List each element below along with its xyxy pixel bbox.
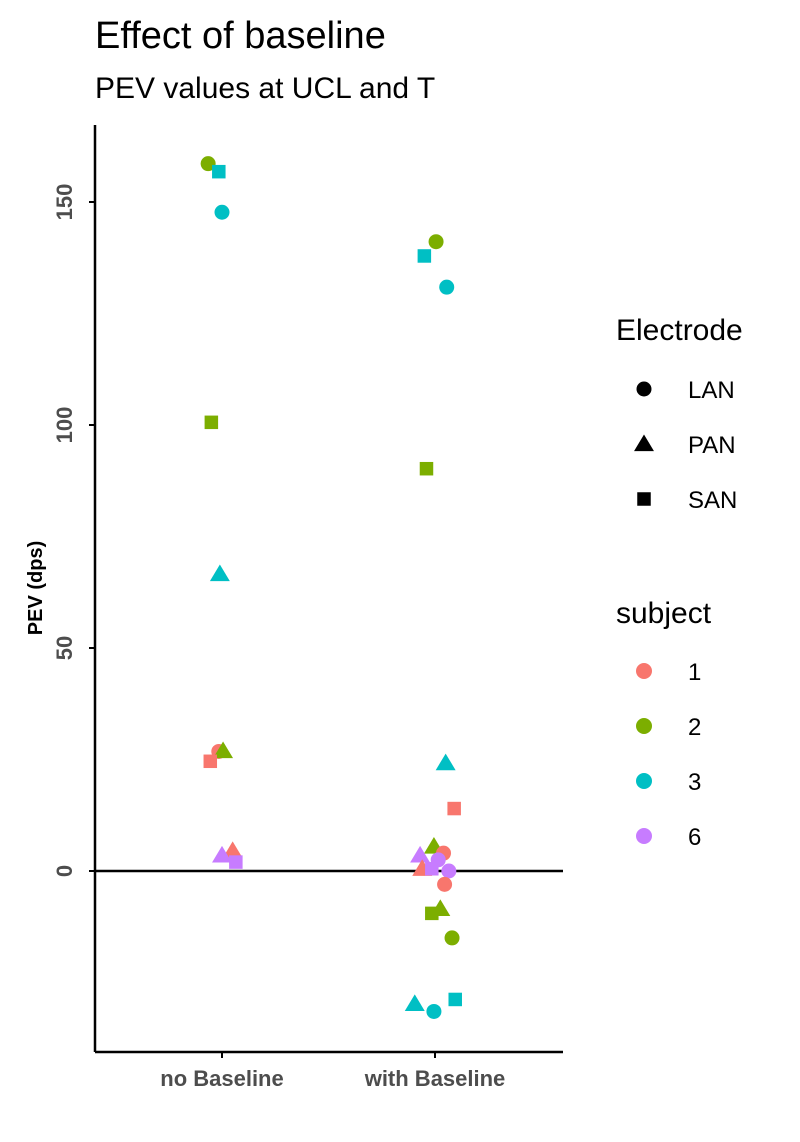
chart-subtitle: PEV values at UCL and T [95,72,435,105]
legend-subject-label: 3 [688,769,701,796]
y-tick-label: 50 [52,636,77,660]
data-point [222,841,243,859]
data-point [437,876,453,892]
data-point [425,862,439,876]
legend-key-subject [636,773,652,789]
data-point [447,801,461,816]
legend: Electrode LAN PAN SAN subject 1 2 3 6 [616,314,743,851]
legend-key-subject [636,828,652,844]
y-tick-label: 100 [52,407,77,444]
data-point [212,845,232,863]
x-tick-label: with Baseline [364,1066,506,1091]
data-point [439,279,455,295]
legend-subject-title: subject [616,597,712,630]
legend-key-square [637,492,651,506]
data-point [229,855,243,869]
data-point [404,994,425,1012]
data-point [417,249,432,263]
legend-electrode-label: LAN [688,377,735,404]
data-point [435,753,456,771]
data-point [444,930,460,946]
legend-electrode-label: PAN [688,432,736,459]
x-tick-label: no Baseline [160,1066,283,1091]
data-point [200,156,216,172]
data-point [204,415,219,430]
data-point [430,899,451,917]
legend-subject-label: 2 [688,714,701,741]
chart-title: Effect of baseline [95,15,386,57]
data-point [426,1003,442,1019]
legend-key-triangle [634,434,654,452]
data-point [428,234,444,250]
y-tick-label: 150 [52,184,77,221]
y-tick-label: 0 [52,865,77,877]
legend-subject-label: 1 [688,659,701,686]
legend-subject-label: 6 [688,824,701,851]
legend-electrode-title: Electrode [616,314,743,347]
legend-electrode-label: SAN [688,487,737,514]
data-point [213,741,234,759]
data-point [209,564,230,582]
plot-panel: 0 50 100 150 no Baseline with Baseline [52,125,563,1091]
y-axis-title: PEV (dps) [25,541,47,635]
legend-key-circle [636,381,652,397]
data-point [419,461,434,476]
legend-key-subject [636,718,652,734]
data-point [410,845,431,863]
data-point [214,204,230,220]
data-point [212,164,226,179]
data-point [448,992,462,1007]
data-point [203,754,218,769]
data-point [441,863,457,879]
legend-key-subject [636,663,652,679]
